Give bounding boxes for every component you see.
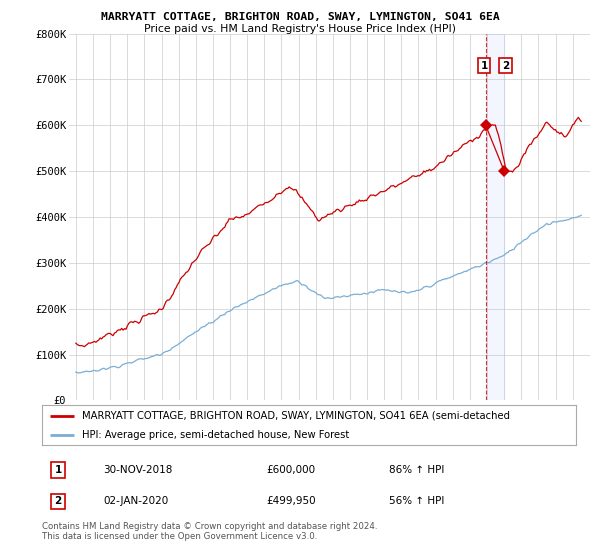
Text: 2: 2 — [502, 60, 509, 71]
Text: Contains HM Land Registry data © Crown copyright and database right 2024.
This d: Contains HM Land Registry data © Crown c… — [42, 522, 377, 542]
Text: 30-NOV-2018: 30-NOV-2018 — [103, 465, 173, 475]
Text: £600,000: £600,000 — [266, 465, 316, 475]
Text: HPI: Average price, semi-detached house, New Forest: HPI: Average price, semi-detached house,… — [82, 430, 349, 440]
Text: 2: 2 — [55, 497, 62, 506]
Text: MARRYATT COTTAGE, BRIGHTON ROAD, SWAY, LYMINGTON, SO41 6EA (semi-detached: MARRYATT COTTAGE, BRIGHTON ROAD, SWAY, L… — [82, 411, 510, 421]
Text: Price paid vs. HM Land Registry's House Price Index (HPI): Price paid vs. HM Land Registry's House … — [144, 24, 456, 34]
Text: £499,950: £499,950 — [266, 497, 316, 506]
Text: 1: 1 — [481, 60, 488, 71]
Text: 1: 1 — [55, 465, 62, 475]
Text: 56% ↑ HPI: 56% ↑ HPI — [389, 497, 445, 506]
Text: MARRYATT COTTAGE, BRIGHTON ROAD, SWAY, LYMINGTON, SO41 6EA: MARRYATT COTTAGE, BRIGHTON ROAD, SWAY, L… — [101, 12, 499, 22]
Text: 86% ↑ HPI: 86% ↑ HPI — [389, 465, 445, 475]
Text: 02-JAN-2020: 02-JAN-2020 — [103, 497, 169, 506]
Bar — [485, 34, 505, 400]
